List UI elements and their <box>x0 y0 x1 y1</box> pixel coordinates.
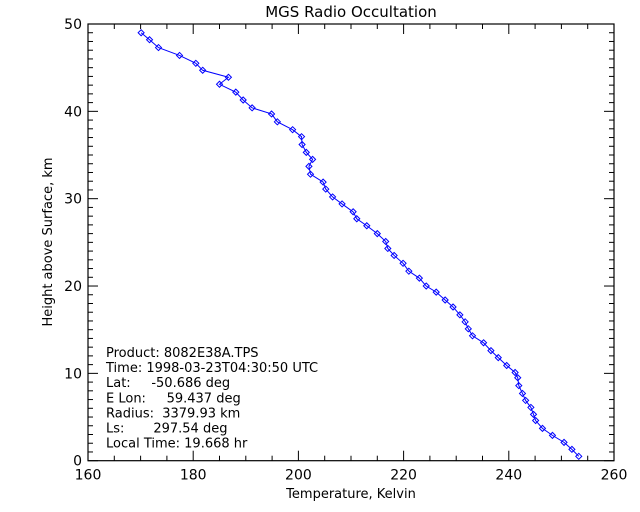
data-point <box>382 237 390 246</box>
data-point <box>432 288 440 296</box>
data-point <box>527 403 535 412</box>
tick-labels: 160 180 200 220 240 260 0 10 20 30 40 50 <box>64 17 627 484</box>
annotation-line: Radius: 3379.93 km <box>106 406 240 421</box>
data-point <box>215 80 224 88</box>
data-point <box>479 339 488 347</box>
data-point <box>461 318 469 326</box>
y-tick-label: 40 <box>64 104 82 120</box>
data-point <box>349 208 357 216</box>
data-point <box>399 259 407 268</box>
data-point <box>390 251 398 260</box>
data-point <box>502 361 511 370</box>
data-point <box>363 222 371 230</box>
data-point <box>192 59 200 68</box>
series-profile <box>137 29 583 461</box>
data-point <box>273 118 282 126</box>
data-point <box>515 381 523 390</box>
data-point <box>154 43 163 52</box>
annotation-line: E Lon: 59.437 deg <box>106 391 241 406</box>
data-point <box>531 416 540 425</box>
x-tick-label: 200 <box>285 468 312 484</box>
y-tick-label: 20 <box>64 279 82 295</box>
data-point <box>568 445 576 454</box>
data-point <box>267 110 276 118</box>
data-point <box>338 200 346 208</box>
data-point <box>415 274 424 282</box>
data-point <box>239 96 247 104</box>
data-point <box>548 431 557 440</box>
data-point <box>319 178 327 186</box>
data-point <box>145 36 154 44</box>
data-point <box>288 125 297 134</box>
y-tick-label: 0 <box>73 454 82 470</box>
data-point <box>224 73 233 81</box>
data-point <box>449 303 457 311</box>
data-point <box>297 132 306 141</box>
data-point <box>494 353 502 362</box>
data-point <box>248 104 256 112</box>
data-point <box>175 51 184 60</box>
annotation-line: Lat: -50.686 deg <box>106 376 230 391</box>
data-point <box>302 148 310 157</box>
data-point <box>306 170 315 178</box>
data-point <box>232 88 240 96</box>
annotation-line: Local Time: 19.668 hr <box>106 437 248 452</box>
annotation-line: Ls: 297.54 deg <box>106 422 227 437</box>
x-tick-label: 180 <box>180 468 207 484</box>
x-tick-label: 240 <box>495 468 522 484</box>
data-point <box>511 368 519 377</box>
data-point <box>521 396 530 405</box>
series-line <box>140 32 580 457</box>
data-point <box>560 438 568 447</box>
y-axis-label: Height above Surface, km <box>41 157 56 326</box>
data-point <box>308 155 317 164</box>
data-point <box>529 410 538 419</box>
y-tick-label: 10 <box>64 366 82 382</box>
data-point <box>322 185 330 193</box>
y-tick-label: 50 <box>64 17 82 33</box>
x-tick-label: 160 <box>75 468 102 484</box>
data-point <box>298 140 306 149</box>
data-point <box>575 452 583 461</box>
data-point <box>373 229 382 238</box>
data-point <box>353 215 361 223</box>
data-point <box>538 424 547 433</box>
data-point <box>518 389 527 398</box>
data-point <box>198 66 207 74</box>
data-point <box>137 29 145 37</box>
y-tick-label: 30 <box>64 192 82 208</box>
data-point <box>487 346 495 355</box>
x-tick-label: 260 <box>601 468 628 484</box>
data-point <box>468 332 477 340</box>
data-point <box>441 296 449 304</box>
x-tick-label: 220 <box>390 468 417 484</box>
data-point <box>405 267 413 275</box>
data-point <box>384 244 392 253</box>
data-point <box>514 374 522 382</box>
annotation-line: Time: 1998-03-23T04:30:50 UTC <box>105 361 318 376</box>
chart-title: MGS Radio Occultation <box>265 3 437 21</box>
data-point <box>456 311 464 319</box>
data-point <box>328 193 337 201</box>
data-point <box>464 325 473 333</box>
data-point <box>305 162 313 171</box>
annotation-line: Product: 8082E38A.TPS <box>106 346 259 361</box>
x-axis-label: Temperature, Kelvin <box>285 487 416 502</box>
axis-ticks <box>87 23 615 462</box>
data-point <box>422 282 430 290</box>
